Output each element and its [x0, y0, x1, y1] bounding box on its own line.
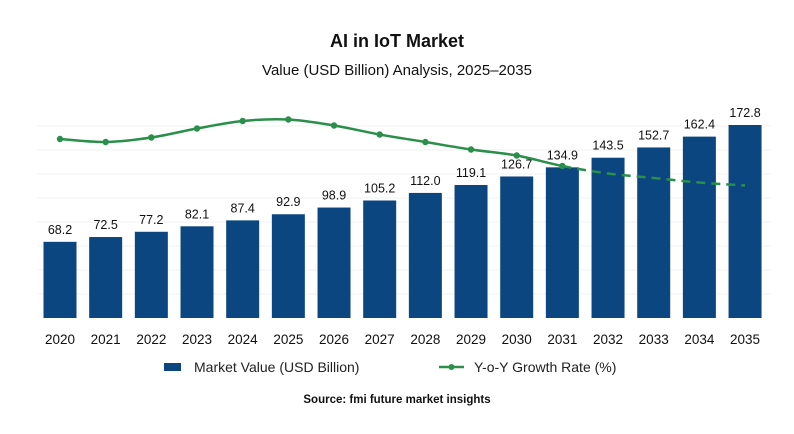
growth-point-2025 [285, 116, 292, 123]
growth-line-forecast [562, 164, 746, 187]
bar-2032 [591, 157, 625, 318]
bar-2023 [180, 226, 214, 318]
data-label-2028: 112.0 [410, 174, 440, 188]
bar-2029 [454, 184, 488, 318]
x-tick-2021: 2021 [91, 332, 121, 347]
legend-label-market-value: Market Value (USD Billion) [194, 359, 359, 375]
bar-2021 [89, 237, 123, 318]
growth-point-2030 [513, 152, 520, 159]
data-label-2024: 87.4 [231, 201, 255, 215]
growth-line [56, 116, 746, 187]
x-tick-2029: 2029 [456, 332, 486, 347]
data-label-2026: 98.9 [322, 189, 346, 203]
growth-point-2020 [56, 135, 64, 143]
x-tick-2023: 2023 [182, 332, 212, 347]
x-tick-2030: 2030 [502, 332, 532, 347]
bar-2034 [682, 136, 716, 318]
growth-point-2024 [239, 117, 246, 125]
growth-point-2029 [467, 146, 475, 153]
x-tick-2031: 2031 [547, 332, 577, 347]
x-tick-2027: 2027 [365, 332, 395, 347]
bar-2024 [226, 220, 260, 318]
bars: 68.2 72.5 77.2 82.1 87.4 92.9 98.9 105.2 112.0 11… [43, 106, 762, 318]
data-label-2030: 126.7 [501, 157, 532, 171]
bar-2033 [637, 147, 671, 318]
x-tick-2032: 2032 [593, 332, 623, 347]
growth-point-2027 [376, 131, 383, 138]
growth-line-actual [59, 117, 563, 168]
bar-2020 [43, 241, 77, 318]
x-tick-2035: 2035 [730, 332, 760, 347]
data-label-2029: 119.1 [456, 166, 486, 180]
growth-point-2022 [148, 134, 155, 141]
x-tick-2022: 2022 [136, 332, 166, 347]
chart-title: AI in IoT Market [330, 31, 464, 51]
bar-2030 [500, 176, 534, 318]
x-tick-2025: 2025 [273, 332, 303, 347]
data-label-2020: 68.2 [48, 223, 72, 237]
data-label-2025: 92.9 [276, 195, 300, 209]
x-tick-2026: 2026 [319, 332, 349, 347]
data-label-2032: 143.5 [592, 139, 623, 153]
data-label-2035: 172.8 [729, 106, 760, 120]
x-tick-2034: 2034 [684, 332, 715, 347]
growth-point-2031 [559, 162, 566, 170]
bar-2028 [408, 192, 442, 318]
bar-2025 [271, 214, 305, 318]
legend-label-growth: Y-o-Y Growth Rate (%) [474, 359, 616, 375]
chart-subtitle: Value (USD Billion) Analysis, 2025–2035 [262, 62, 532, 79]
source-note: Source: fmi future market insights [303, 394, 490, 406]
x-tick-2033: 2033 [639, 332, 669, 347]
data-label-2033: 152.7 [638, 128, 669, 142]
legend-swatch-growth-marker [448, 364, 455, 370]
data-label-2027: 105.2 [364, 182, 395, 196]
x-tick-2024: 2024 [228, 332, 259, 347]
data-label-2021: 72.5 [93, 218, 117, 232]
growth-point-2023 [193, 125, 201, 132]
bar-2026 [317, 207, 351, 318]
growth-point-2021 [102, 138, 109, 146]
growth-point-2028 [422, 138, 429, 146]
x-tick-2020: 2020 [45, 332, 75, 347]
bar-2027 [363, 200, 397, 318]
bar-2031 [545, 167, 579, 318]
data-label-2022: 77.2 [139, 213, 163, 227]
legend-swatch-market-value [164, 363, 181, 371]
data-label-2034: 162.4 [684, 118, 715, 132]
growth-point-2026 [330, 122, 338, 129]
x-axis-ticks: 2020 2021 2022 2023 2024 2025 2026 2027 2028 2029… [45, 332, 760, 347]
data-label-2031: 134.9 [547, 148, 578, 162]
x-tick-2028: 2028 [410, 332, 440, 347]
bar-2035 [728, 125, 762, 318]
data-label-2023: 82.1 [185, 207, 209, 221]
bar-2022 [134, 231, 168, 318]
legend: Market Value (USD Billion) Y-o-Y Growth … [164, 359, 616, 375]
